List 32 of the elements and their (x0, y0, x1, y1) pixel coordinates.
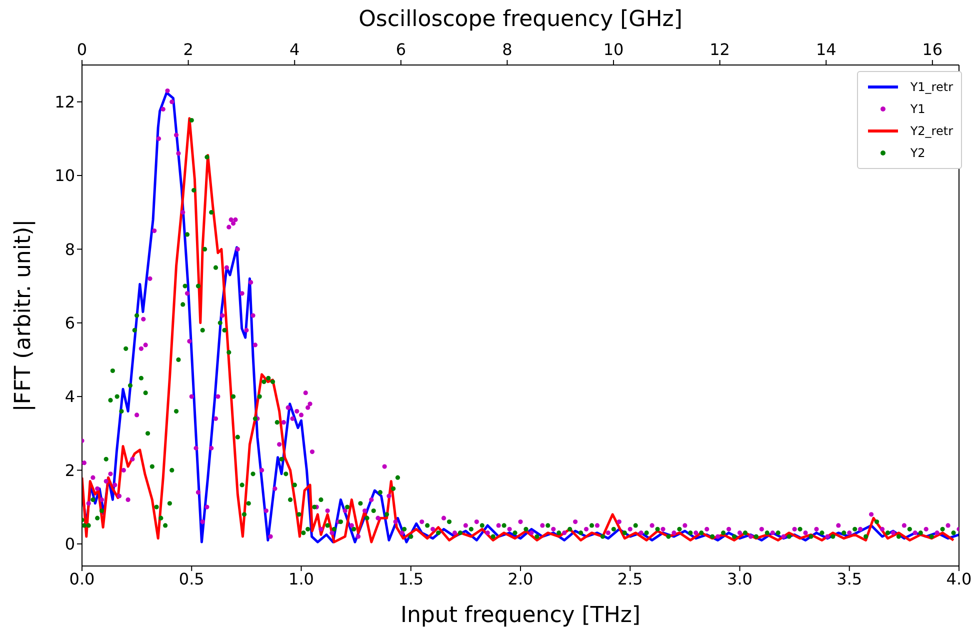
x-tick-label: 3.5 (836, 569, 862, 588)
x2-tick-label: 6 (396, 40, 406, 59)
x-tick-label: 1.5 (398, 569, 424, 588)
y-tick-label: 6 (64, 314, 75, 333)
x2-tick-label: 2 (183, 40, 194, 59)
x2-tick-label: 8 (502, 40, 512, 59)
x2-tick-label: 4 (290, 40, 300, 59)
x-tick-label: 2.0 (508, 569, 534, 588)
y-tick-label: 12 (54, 92, 75, 112)
y-tick-label: 2 (64, 460, 75, 480)
x-tick-label: 4.0 (946, 569, 972, 588)
legend-label: Y2 (910, 146, 926, 160)
y-axis-title: |FFT (arbitr. unit)| (10, 219, 36, 412)
x2-axis-title: Oscilloscope frequency [GHz] (358, 7, 682, 32)
x2-tick-label: 10 (603, 40, 624, 59)
legend-label: Y1 (910, 102, 926, 116)
x2-tick-label: 12 (710, 40, 730, 59)
y-tick-label: 4 (64, 387, 75, 406)
legend-label: Y1_retr (910, 80, 953, 94)
x2-tick-label: 14 (816, 40, 836, 59)
y-tick-label: 10 (54, 166, 75, 186)
x-tick-label: 0.5 (178, 569, 204, 588)
x-tick-label: 3.0 (727, 569, 752, 588)
x-tick-label: 1.0 (288, 569, 314, 588)
y-tick-label: 0 (64, 534, 75, 554)
x2-tick-label: 16 (922, 40, 943, 59)
x-tick-label: 2.5 (617, 569, 643, 588)
x2-tick-label: 0 (76, 40, 88, 59)
x-axis-title: Input frequency [THz] (400, 603, 640, 628)
x-tick-label: 0.0 (69, 569, 95, 588)
y-tick-label: 8 (64, 240, 75, 259)
legend-label: Y2_retr (910, 124, 953, 138)
